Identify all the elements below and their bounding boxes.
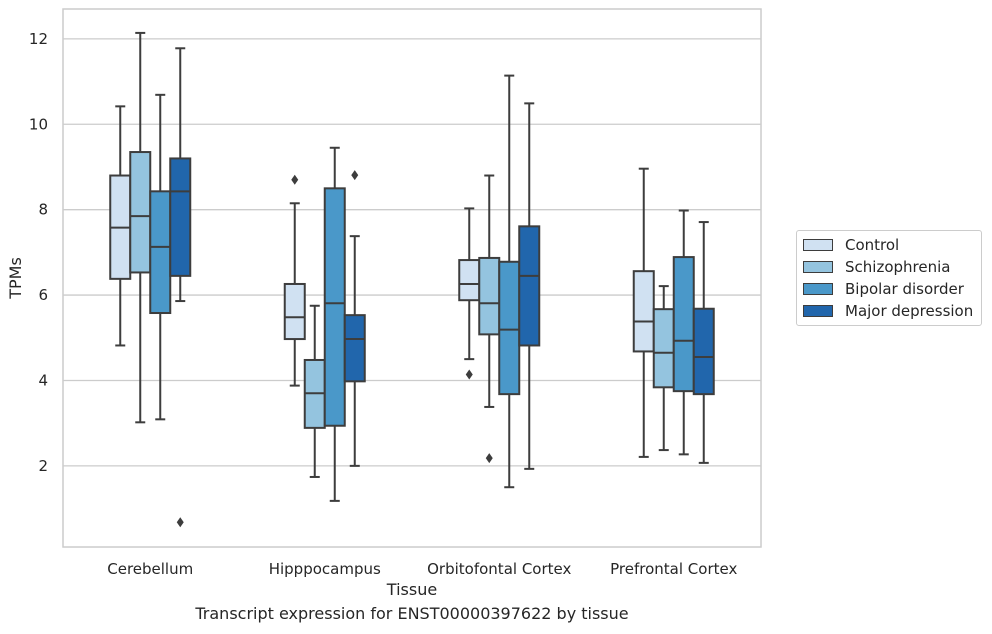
iqr-box [283, 282, 306, 341]
y-tick-label: 8 [38, 201, 48, 219]
box-schizophrenia-prefrontal-cortex [652, 285, 675, 452]
legend-item-major-depression: Major depression [803, 301, 973, 321]
outlier-point [351, 170, 359, 181]
iqr-box [632, 270, 655, 353]
box-major-depression-hipppocampus [343, 170, 366, 467]
series-major-depression [169, 47, 715, 528]
outlier-point [291, 174, 299, 185]
x-tick-labels: Cerebellum Hipppocampus Orbitofontal Corte… [107, 560, 737, 578]
x-tick-label: Orbitofontal Cortex [427, 560, 571, 578]
box-bipolar-disorder-hipppocampus [323, 146, 346, 502]
box-control-cerebellum [109, 105, 132, 347]
series-control [109, 105, 655, 458]
legend-swatch-bipolar-disorder [803, 283, 833, 295]
box-control-orbitofontal-cortex [458, 207, 481, 380]
iqr-box [652, 308, 675, 389]
iqr-box [458, 259, 481, 302]
x-tick-label: Hipppocampus [269, 560, 381, 578]
y-tick-labels: 2 4 6 8 10 12 [29, 30, 48, 475]
box-series-group [109, 31, 715, 528]
legend-swatch-control [803, 239, 833, 251]
y-tick-label: 4 [38, 371, 48, 389]
legend-label-control: Control [845, 236, 900, 254]
box-schizophrenia-hipppocampus [303, 304, 326, 478]
chart-caption: Transcript expression for ENST0000039762… [195, 604, 629, 623]
box-major-depression-cerebellum [169, 47, 192, 528]
iqr-box [323, 187, 346, 427]
y-tick-label: 12 [29, 30, 48, 48]
y-tick-label: 2 [38, 457, 48, 475]
iqr-box [518, 225, 541, 347]
x-tick-label: Cerebellum [107, 560, 193, 578]
box-control-prefrontal-cortex [632, 167, 655, 458]
legend-item-bipolar-disorder: Bipolar disorder [803, 279, 964, 299]
y-tick-label: 6 [38, 286, 48, 304]
box-schizophrenia-orbitofontal-cortex [478, 174, 501, 464]
box-bipolar-disorder-orbitofontal-cortex [498, 74, 521, 489]
outlier-point [485, 453, 493, 464]
x-axis-title: Tissue [386, 580, 437, 599]
box-bipolar-disorder-cerebellum [149, 93, 172, 421]
series-schizophrenia [129, 31, 675, 478]
box-schizophrenia-cerebellum [129, 31, 152, 424]
iqr-box [129, 151, 152, 274]
legend-item-schizophrenia: Schizophrenia [803, 257, 950, 277]
box-major-depression-orbitofontal-cortex [518, 102, 541, 470]
y-axis-title: TPMs [6, 257, 25, 300]
series-bipolar-disorder [149, 74, 695, 502]
box-control-hipppocampus [283, 174, 306, 387]
legend-swatch-schizophrenia [803, 261, 833, 273]
x-tick-label: Prefrontal Cortex [610, 560, 737, 578]
iqr-box [692, 307, 715, 396]
legend-label-schizophrenia: Schizophrenia [845, 258, 951, 276]
legend: Control Schizophrenia Bipolar disorder M… [796, 230, 982, 326]
legend-label-major-depression: Major depression [845, 302, 974, 320]
iqr-box [672, 256, 695, 393]
iqr-box [498, 260, 521, 396]
box-bipolar-disorder-prefrontal-cortex [672, 209, 695, 456]
iqr-box [169, 157, 192, 277]
box-major-depression-prefrontal-cortex [692, 221, 715, 464]
iqr-box [343, 314, 366, 383]
iqr-box [478, 256, 501, 336]
iqr-box [149, 190, 172, 315]
outlier-point [465, 369, 473, 380]
legend-label-bipolar-disorder: Bipolar disorder [845, 280, 964, 298]
legend-swatch-major-depression [803, 305, 833, 317]
y-tick-label: 10 [29, 115, 48, 133]
legend-item-control: Control [803, 235, 899, 255]
outlier-point [176, 517, 184, 528]
plot-area [62, 8, 762, 548]
